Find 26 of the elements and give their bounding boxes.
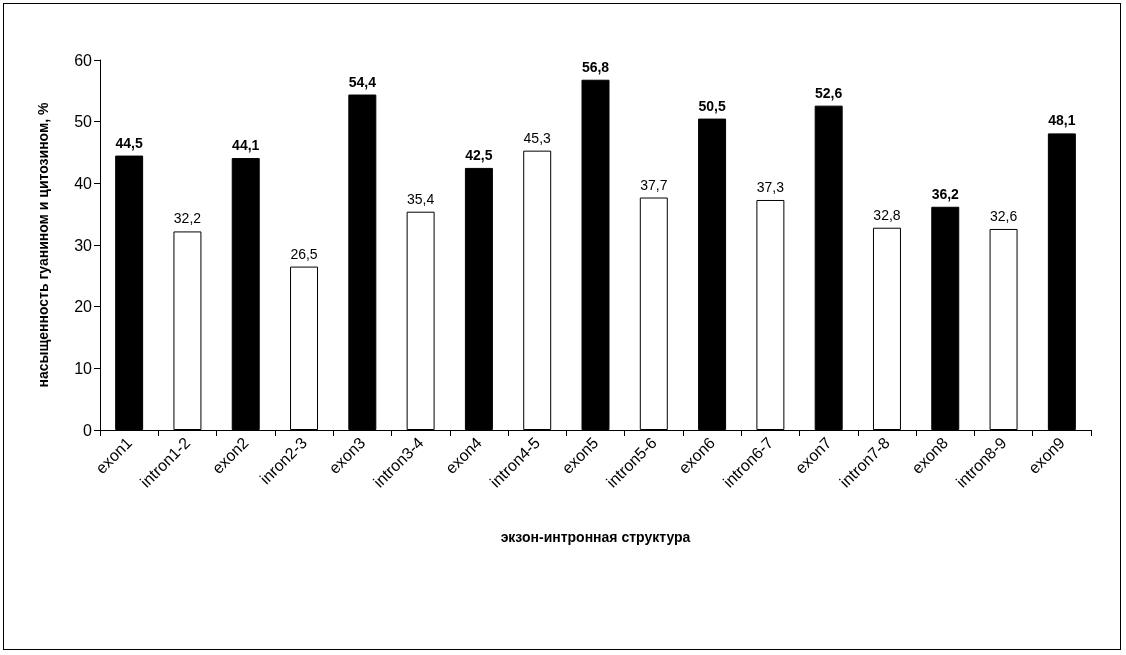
y-tick-label: 50 xyxy=(74,113,93,131)
y-tick-label: 10 xyxy=(74,359,93,377)
data-label: 44,1 xyxy=(232,137,260,154)
data-label: 35,4 xyxy=(406,190,435,207)
data-label: 32,2 xyxy=(173,210,202,227)
data-label: 45,3 xyxy=(523,129,552,146)
data-label: 32,6 xyxy=(989,207,1018,224)
data-label: 42,5 xyxy=(465,146,493,163)
data-label: 32,8 xyxy=(873,206,901,223)
y-tick-label: 30 xyxy=(74,236,93,254)
data-label: 26,5 xyxy=(290,245,318,262)
data-label: 37,3 xyxy=(756,178,785,195)
data-label: 56,8 xyxy=(581,58,610,75)
data-label: 37,7 xyxy=(640,176,668,193)
y-axis-title: насыщенность гуанином и цитозином, % xyxy=(35,101,51,388)
data-label: 44,5 xyxy=(115,134,143,151)
data-label: 48,1 xyxy=(1048,112,1076,129)
x-axis-title: экзон-интронная структура xyxy=(500,529,691,545)
y-tick-label: 20 xyxy=(74,298,93,316)
y-tick-label: 60 xyxy=(74,51,93,69)
y-tick-label: 0 xyxy=(83,421,93,439)
data-label: 54,4 xyxy=(348,73,377,90)
y-tick-label: 40 xyxy=(74,174,93,192)
data-label: 52,6 xyxy=(815,84,843,101)
data-label: 50,5 xyxy=(698,97,726,114)
data-label: 36,2 xyxy=(931,185,960,202)
